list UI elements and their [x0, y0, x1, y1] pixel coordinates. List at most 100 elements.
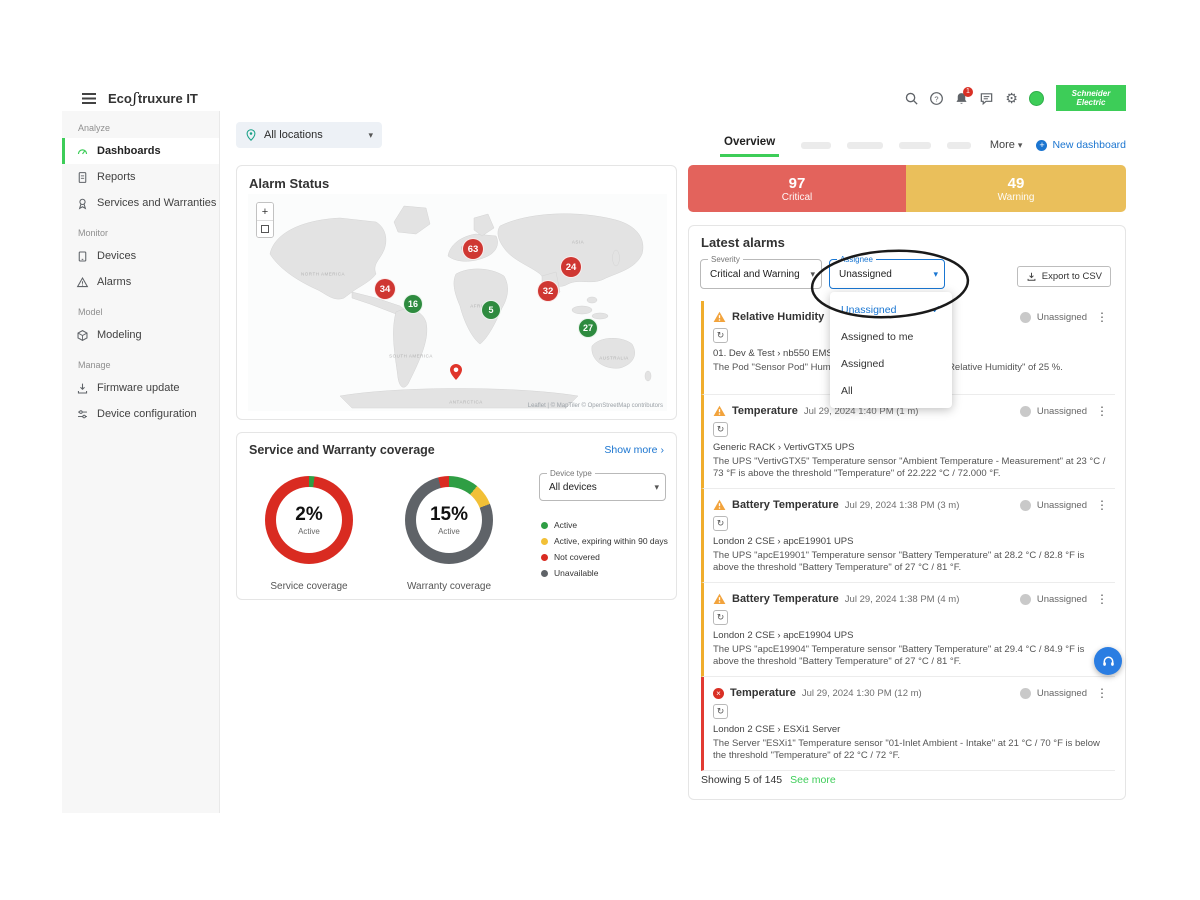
show-more-link[interactable]: Show more › [604, 444, 664, 456]
world-map: NORTH AMERICA SOUTH AMERICA EUROPE AFRIC… [248, 194, 667, 411]
sidebar-item-alarms[interactable]: Alarms [62, 269, 219, 295]
sidebar-item-label: Firmware update [97, 382, 180, 394]
menu-option-assigned[interactable]: Assigned [830, 350, 952, 377]
warranty-coverage-sub: Active [438, 527, 460, 536]
latest-alarms-title: Latest alarms [701, 235, 785, 250]
tab-placeholder[interactable] [847, 141, 884, 149]
alarm-cluster-badge[interactable]: 24 [560, 256, 582, 278]
alarm-assignee: Unassigned [1036, 405, 1087, 417]
dashboard-gauge-icon [77, 148, 88, 154]
alarm-cluster-badge[interactable]: 32 [537, 280, 559, 302]
user-avatar[interactable] [1029, 90, 1044, 106]
severity-select[interactable]: Severity Critical and Warning ▾ [700, 255, 822, 289]
tab-placeholder[interactable] [801, 141, 832, 149]
warranty-coverage-value: 15% [429, 504, 469, 525]
menu-option-assigned-to-me[interactable]: Assigned to me [830, 323, 952, 350]
kebab-menu-icon[interactable]: ⋮ [1096, 310, 1108, 324]
alarm-cluster-badge[interactable]: 5 [481, 300, 501, 320]
search-icon[interactable] [904, 91, 919, 106]
sidebar-item-label: Reports [97, 171, 136, 183]
warning-label: Warning [997, 191, 1035, 203]
sidebar-item-devices[interactable]: Devices [62, 243, 219, 269]
hamburger-menu-icon[interactable] [82, 92, 96, 104]
zoom-extent-button[interactable] [257, 220, 273, 237]
menu-option-unassigned[interactable]: Unassigned ✓ [830, 296, 952, 323]
alarm-title: Temperature [730, 687, 796, 699]
tab-placeholder[interactable] [899, 141, 932, 149]
critical-icon: × [713, 687, 724, 699]
recurrence-icon[interactable]: ↻ [713, 704, 728, 719]
sliders-icon [78, 409, 87, 418]
tab-placeholder[interactable] [947, 141, 972, 149]
download-icon [77, 383, 88, 393]
map-pin-icon[interactable] [449, 364, 463, 385]
new-dashboard-label: New dashboard [1052, 139, 1126, 151]
location-filter-value: All locations [264, 129, 323, 141]
warning-icon [713, 593, 726, 604]
kebab-menu-icon[interactable]: ⋮ [1096, 404, 1108, 418]
feedback-icon[interactable] [979, 91, 994, 106]
alarm-row[interactable]: Battery Temperature Jul 29, 2024 1:38 PM… [701, 583, 1115, 677]
notifications-bell-icon[interactable]: 1 [954, 86, 973, 106]
alarm-assignee: Unassigned [1036, 311, 1087, 323]
recurrence-icon[interactable]: ↻ [713, 422, 728, 437]
alarm-list-footer: Showing 5 of 145 See more [701, 774, 836, 786]
device-type-select[interactable]: Device type All devices ▾ [539, 469, 666, 501]
sidebar-item-firmware-update[interactable]: Firmware update [62, 375, 219, 401]
see-more-link[interactable]: See more [790, 774, 836, 786]
alarm-row[interactable]: Battery Temperature Jul 29, 2024 1:38 PM… [701, 489, 1115, 583]
alarm-status-card: Alarm Status [236, 165, 677, 420]
alarm-description: The UPS "apcE19901" Temperature sensor "… [713, 550, 1085, 574]
kebab-menu-icon[interactable]: ⋮ [1096, 686, 1108, 700]
check-icon: ✓ [931, 304, 941, 316]
legend-item-active: Active [541, 517, 668, 533]
alarm-row[interactable]: × Temperature Jul 29, 2024 1:30 PM (12 m… [701, 677, 1115, 771]
sidebar-item-dashboards[interactable]: Dashboards [62, 138, 219, 164]
location-filter-dropdown[interactable]: All locations ▾ [236, 122, 382, 148]
sidebar-item-services-warranties[interactable]: Services and Warranties [62, 190, 219, 216]
sidebar-item-label: Alarms [97, 276, 132, 288]
sidebar-item-label: Modeling [97, 329, 142, 341]
alarm-description: The UPS "VertivGTX5" Temperature sensor … [713, 456, 1106, 480]
legend-label: Active, expiring within 90 days [554, 536, 668, 546]
sidebar-item-label: Device configuration [97, 408, 197, 420]
recurrence-icon[interactable]: ↻ [713, 328, 728, 343]
legend-label: Unavailable [554, 568, 599, 578]
export-csv-button[interactable]: Export to CSV [1016, 266, 1111, 287]
world-map-svg [269, 205, 652, 409]
legend-label: Active [554, 520, 578, 530]
alarm-assignee: Unassigned [1036, 687, 1087, 699]
recurrence-icon[interactable]: ↻ [713, 610, 728, 625]
app-logo: Eco ʃ truxure IT [108, 89, 198, 107]
chevron-down-icon: ▾ [368, 129, 373, 140]
kebab-menu-icon[interactable]: ⋮ [1096, 592, 1108, 606]
sidebar-item-reports[interactable]: Reports [62, 164, 219, 190]
critical-count-card[interactable]: 97 Critical [688, 165, 906, 212]
zoom-in-button[interactable]: + [257, 203, 273, 220]
showing-count: Showing 5 of 145 [701, 774, 783, 786]
recurrence-icon[interactable]: ↻ [713, 516, 728, 531]
cube-icon [77, 329, 88, 341]
sidebar-item-modeling[interactable]: Modeling [62, 322, 219, 348]
alarm-row[interactable]: Temperature Jul 29, 2024 1:40 PM (1 m) U… [701, 395, 1115, 489]
alarm-cluster-badge[interactable]: 16 [403, 294, 423, 314]
alarm-cluster-badge[interactable]: 34 [374, 278, 396, 300]
support-floating-button[interactable] [1094, 647, 1122, 675]
fit-bounds-icon [261, 225, 269, 233]
tab-overview[interactable]: Overview [720, 133, 780, 157]
warning-count-card[interactable]: 49 Warning [906, 165, 1126, 212]
kebab-menu-icon[interactable]: ⋮ [1096, 498, 1108, 512]
new-dashboard-button[interactable]: + New dashboard [1036, 139, 1126, 151]
sidebar-item-device-configuration[interactable]: Device configuration [62, 401, 219, 427]
notification-badge: 1 [963, 86, 973, 97]
show-more-label: Show more [604, 444, 658, 456]
alarm-cluster-badge[interactable]: 27 [578, 318, 598, 338]
brand-line1: Schneider [1071, 89, 1111, 98]
more-tabs-button[interactable]: More ▾ [990, 139, 1023, 151]
assignee-select[interactable]: Assignee Unassigned ▾ [829, 255, 945, 289]
menu-option-label: Unassigned [841, 303, 897, 316]
help-icon[interactable]: ? [929, 91, 944, 106]
settings-gear-icon[interactable]: ⚙ [1005, 90, 1018, 106]
menu-option-all[interactable]: All [830, 377, 952, 404]
alarm-cluster-badge[interactable]: 63 [462, 238, 484, 260]
